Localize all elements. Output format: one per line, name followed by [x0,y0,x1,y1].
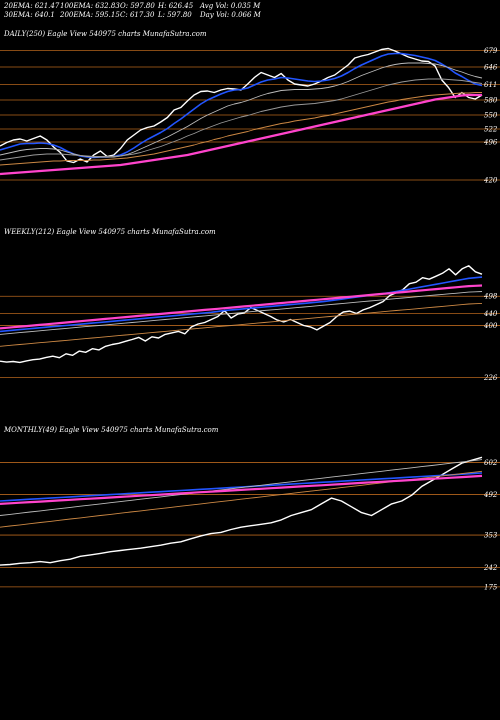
monthly-y-tick-label: 492 [483,491,498,499]
weekly-chart-title: WEEKLY(212) Eagle View 540975 charts Mun… [4,228,216,236]
daily-ema_mid2-line [0,78,483,161]
header-stat: 100EMA: 632.83 [60,2,120,10]
header-stat: C: 617.30 [120,11,155,19]
daily-y-tick-label: 679 [484,47,498,55]
daily-y-tick-label: 646 [484,64,498,72]
monthly-y-tick-label: 353 [484,532,498,540]
header-stat: Day Vol: 0.066 M [200,11,261,19]
monthly-panel: 602 492 353 242 175 [0,456,500,591]
monthly-ema_fast-line [0,472,483,502]
monthly-y-tick-label: 242 [483,564,498,572]
daily-ema_fast-line [0,52,483,159]
header-stat: 20EMA: 621.47 [4,2,60,10]
daily-y-tick-label: 611 [484,81,497,89]
weekly-ema_slow-line [0,302,483,347]
daily-y-tick-label: 420 [483,177,498,185]
monthly-ema_long-line [0,474,483,505]
weekly-y-tick-label: 498 [483,293,498,301]
daily-ema_slow-line [0,92,482,166]
weekly-ema_fast-line [0,276,483,333]
weekly-y-tick-label: 226 [483,374,498,382]
daily-y-tick-label: 550 [484,112,498,120]
daily-y-tick-label: 496 [483,139,498,147]
header-stat: 30EMA: 640.1 [4,11,55,19]
header-stat: O: 597.80 [120,2,155,10]
daily-panel: 679 646 611 580 550 522 496 420 [0,47,500,185]
weekly-ema_mid1-line [0,291,483,335]
daily-y-tick-label: 522 [484,126,498,134]
weekly-price-line [0,265,483,364]
daily-y-tick-label: 580 [484,97,498,105]
header-stat: H: 626.45 [158,2,194,10]
daily-chart-title: DAILY(250) Eagle View 540975 charts Muna… [4,30,207,38]
monthly-price-line [0,456,483,566]
weekly-ema_long-line [0,284,483,330]
monthly-ema_mid1-line [0,459,483,516]
monthly-chart-title: MONTHLY(49) Eagle View 540975 charts Mun… [4,426,219,434]
weekly-y-tick-label: 400 [483,322,498,330]
weekly-y-tick-label: 440 [483,310,498,318]
monthly-y-tick-label: 602 [484,459,498,467]
header-stat: L: 597.80 [158,11,192,19]
daily-ema_long-line [0,93,482,176]
weekly-panel: 498 440 400 226 [0,265,500,382]
monthly-y-tick-label: 175 [484,583,498,591]
header-stat: Avg Vol: 0.035 M [200,2,261,10]
header-stat: 200EMA: 595.15 [60,11,120,19]
